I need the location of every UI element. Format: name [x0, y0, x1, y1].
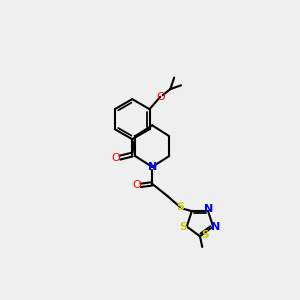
Text: N: N — [148, 162, 157, 172]
Text: N: N — [211, 222, 220, 232]
Text: O: O — [132, 180, 141, 190]
Text: S: S — [177, 202, 185, 212]
Text: S: S — [201, 230, 208, 240]
Text: N: N — [204, 204, 214, 214]
Text: O: O — [112, 153, 120, 163]
Text: O: O — [156, 92, 165, 102]
Text: S: S — [179, 222, 187, 232]
